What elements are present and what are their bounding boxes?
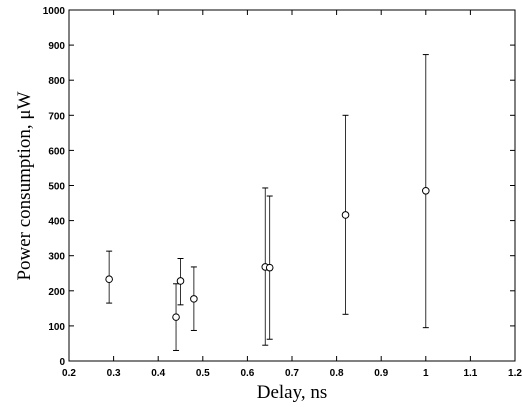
x-tick-label: 0.4 [151, 368, 165, 379]
x-tick-label: 0.7 [285, 368, 299, 379]
y-tick-label: 300 [48, 252, 65, 263]
y-tick-label: 600 [48, 146, 65, 157]
data-point-marker [265, 263, 274, 272]
data-point-marker [176, 277, 185, 285]
data-point-marker [105, 275, 113, 284]
x-axis-title: Delay, ns [257, 382, 328, 403]
y-tick-label: 200 [48, 287, 65, 298]
y-axis-title: Power consumption, μW [14, 91, 35, 280]
y-tick-label: 0 [59, 357, 65, 368]
data-markers [105, 186, 430, 321]
data-point-marker [341, 211, 350, 219]
y-tick-label: 100 [48, 322, 65, 333]
tick-labels: 0.2 0.3 0.4 0.5 0.6 0.7 0.8 0.9 1 1.1 1.2 0 100 200 30… [43, 6, 522, 379]
data-point-marker [172, 313, 180, 321]
y-tick-label: 1000 [43, 6, 66, 17]
error-bars [106, 54, 429, 351]
y-tick-label: 500 [48, 182, 65, 193]
y-tick-label: 800 [48, 76, 65, 87]
y-tick-label: 700 [48, 111, 65, 122]
x-tick-label: 0.9 [374, 368, 388, 379]
axis-ticks [68, 9, 516, 362]
x-tick-label: 1 [423, 368, 429, 379]
x-tick-label: 0.3 [107, 368, 121, 379]
y-tick-label: 400 [48, 217, 65, 228]
x-tick-label: 0.5 [196, 368, 210, 379]
y-tick-label: 900 [48, 41, 65, 52]
x-tick-label: 1.1 [463, 368, 477, 379]
data-point-marker [422, 186, 430, 195]
x-tick-label: 0.2 [62, 368, 76, 379]
data-point-marker [190, 295, 198, 303]
x-tick-label: 0.6 [240, 368, 254, 379]
x-tick-label: 0.8 [330, 368, 344, 379]
plot-frame [68, 9, 516, 362]
x-tick-label: 1.2 [508, 368, 522, 379]
